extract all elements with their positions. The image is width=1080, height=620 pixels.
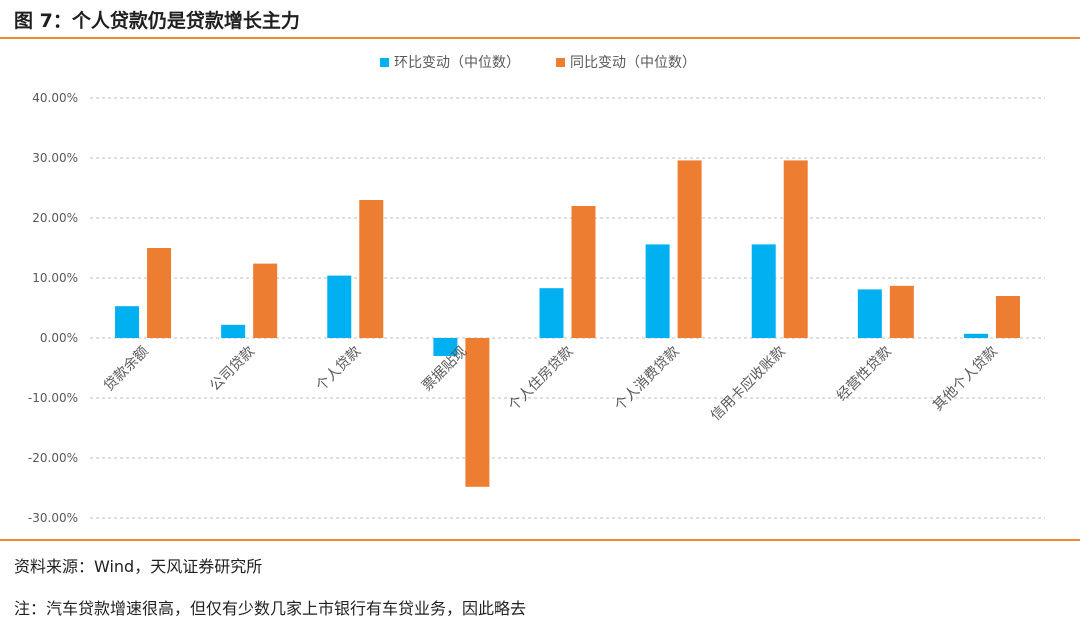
note-text: 注：汽车贷款增速很高，但仅有少数几家上市银行有车贷业务，因此略去	[14, 599, 527, 618]
legend-label: 同比变动（中位数）	[570, 55, 696, 71]
bar-yoy	[995, 296, 1020, 338]
top-rule	[0, 37, 1080, 39]
bar-mom	[963, 333, 988, 338]
legend-label: 环比变动（中位数）	[394, 55, 520, 71]
bar-yoy	[253, 263, 278, 338]
chart-legend: 环比变动（中位数） 同比变动（中位数）	[380, 55, 696, 71]
bar-chart: 环比变动（中位数） 同比变动（中位数） 40.00% 30.00% 20.00% 10.…	[28, 55, 1045, 525]
y-tick-label: 40.00%	[32, 91, 78, 105]
x-category-label: 个人消费贷款	[612, 344, 683, 415]
bar-mom	[327, 275, 352, 338]
x-category-label: 经营性贷款	[834, 344, 895, 405]
bar-mom	[433, 338, 458, 356]
bar-mom	[857, 289, 882, 338]
bar-yoy	[783, 160, 808, 338]
bar-mom	[115, 306, 140, 338]
y-tick-label: -30.00%	[28, 511, 78, 525]
y-tick-label: 0.00%	[40, 331, 78, 345]
y-tick-label: -10.00%	[28, 391, 78, 405]
y-tick-label: -20.00%	[28, 451, 78, 465]
x-category-label: 个人贷款	[313, 344, 364, 395]
bar-yoy	[889, 285, 914, 338]
x-category-label: 其他个人贷款	[930, 344, 1001, 415]
y-tick-label: 30.00%	[32, 151, 78, 165]
legend-swatch	[556, 58, 565, 67]
y-tick-label: 10.00%	[32, 271, 78, 285]
bar-yoy	[465, 338, 490, 487]
bar-mom	[751, 244, 776, 338]
x-axis-category-labels: 贷款余额 公司贷款 个人贷款 票据贴现 个人住房贷款 个人消费贷款 信用卡应收账款 经营性贷款…	[100, 343, 1001, 424]
x-category-label: 个人住房贷款	[506, 344, 577, 415]
bar-yoy	[359, 200, 384, 338]
bar-yoy	[677, 160, 702, 338]
y-axis-tick-labels: 40.00% 30.00% 20.00% 10.00% 0.00% -10.00% -20.…	[28, 91, 78, 525]
x-category-label: 信用卡应收账款	[707, 343, 788, 424]
chart-bars	[115, 160, 1020, 487]
figure-title: 图 7：个人贷款仍是贷款增长主力	[14, 10, 300, 32]
bar-mom	[645, 244, 670, 338]
legend-swatch	[380, 58, 389, 67]
y-tick-label: 20.00%	[32, 211, 78, 225]
source-text: 资料来源：Wind，天风证券研究所	[14, 557, 263, 576]
x-category-label: 贷款余额	[100, 343, 152, 395]
bar-yoy	[147, 248, 172, 338]
bar-yoy	[571, 206, 596, 338]
x-category-label: 公司贷款	[207, 344, 258, 395]
bar-mom	[539, 288, 564, 338]
bar-mom	[221, 324, 246, 338]
bottom-rule	[0, 539, 1080, 541]
